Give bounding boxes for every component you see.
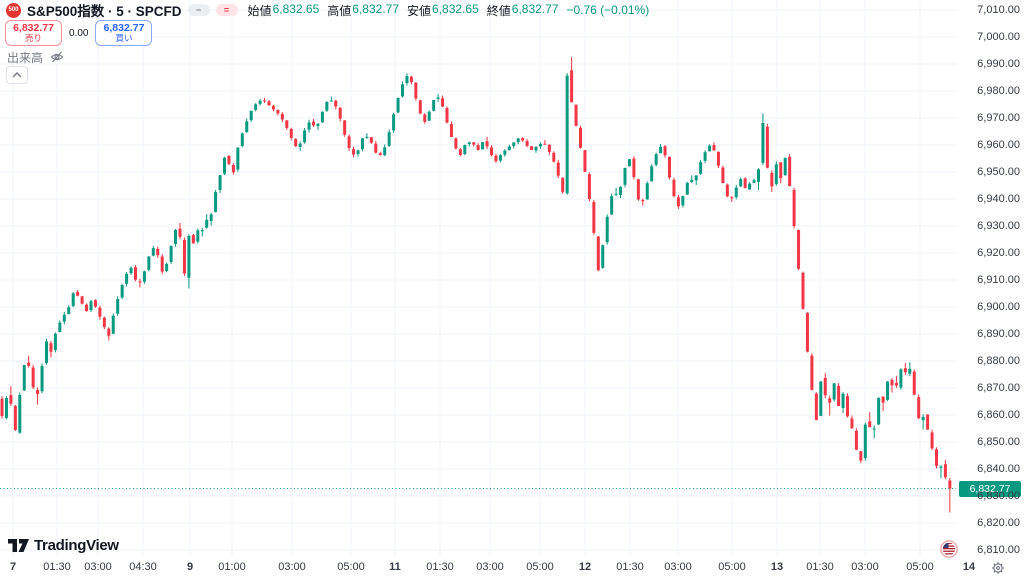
price-axis-label: 6,940.00 <box>977 193 1020 205</box>
collapse-legend-pill[interactable]: − <box>187 4 210 16</box>
time-axis-label: 04:30 <box>129 561 157 573</box>
price-axis-label: 6,990.00 <box>977 58 1020 70</box>
time-axis-label: 05:00 <box>718 561 746 573</box>
time-axis-label: 01:00 <box>218 561 246 573</box>
collapse-legend-button[interactable] <box>6 66 28 84</box>
price-axis-label: 6,850.00 <box>977 436 1020 448</box>
open-value: 6,832.65 <box>272 1 320 16</box>
time-axis-label: 05:00 <box>906 561 934 573</box>
bar-change-pill[interactable]: = <box>215 4 238 16</box>
us-market-flag-icon[interactable] <box>940 540 958 558</box>
low-value: 6,832.65 <box>432 1 479 16</box>
price-axis-label: 6,930.00 <box>977 220 1020 232</box>
price-axis-label: 6,840.00 <box>977 463 1020 475</box>
price-axis-label: 6,830.00 <box>977 490 1020 502</box>
price-axis-label: 6,910.00 <box>977 274 1020 286</box>
price-axis-label: 6,900.00 <box>977 301 1020 313</box>
price-axis-label: 6,960.00 <box>977 139 1020 151</box>
symbol-header: 500 S&P500指数 · 5 · SPCFD − = 始値 6,832.65 … <box>6 2 650 19</box>
price-axis-label: 7,010.00 <box>977 4 1020 16</box>
sell-label: 売り <box>24 33 42 44</box>
sell-button[interactable]: 6,832.77 売り <box>5 20 62 46</box>
change-value: −0.76 (−0.01%) <box>566 3 650 17</box>
time-axis-day-label: 14 <box>962 561 976 573</box>
time-axis-day-label: 11 <box>389 561 401 573</box>
tradingview-brand-text: TradingView <box>34 537 119 554</box>
symbol-title[interactable]: S&P500指数 · 5 · SPCFD <box>27 4 182 19</box>
time-axis-day-label: 12 <box>578 561 592 573</box>
price-axis-label: 6,950.00 <box>977 166 1020 178</box>
time-axis-label: 01:30 <box>806 561 834 573</box>
time-axis-label: 01:30 <box>426 561 454 573</box>
trade-buttons: 6,832.77 売り 0.00 6,832.77 買い <box>5 20 153 46</box>
high-label: 高値 <box>327 3 352 18</box>
buy-label: 買い <box>115 33 133 44</box>
candlestick-chart[interactable] <box>0 0 958 556</box>
price-axis[interactable]: 6,832.77 7,010.00 7,000.00 6,990.00 6,980.0… <box>958 0 1024 556</box>
grid-lines <box>0 0 956 556</box>
high-value: 6,832.77 <box>352 1 400 16</box>
time-axis-label: 03:00 <box>476 561 504 573</box>
volume-legend: 出来高 <box>7 50 64 65</box>
eye-slash-icon[interactable] <box>50 51 64 63</box>
low-label: 安値 <box>407 3 432 18</box>
volume-label: 出来高 <box>7 50 44 65</box>
buy-price: 6,832.77 <box>103 22 145 35</box>
price-axis-label: 6,920.00 <box>977 247 1020 259</box>
open-label: 始値 <box>247 3 272 18</box>
candles <box>0 57 952 513</box>
time-axis-day-label: 7 <box>9 561 17 573</box>
close-label: 終値 <box>486 3 511 18</box>
price-axis-label: 6,820.00 <box>977 517 1020 529</box>
ohlc-values: 始値 6,832.65 高値 6,832.77 安値 6,832.65 終値 6,832… <box>248 2 650 19</box>
time-axis[interactable]: 7 01:30 03:00 04:30 9 01:00 03:00 05:00 11 01:30 0… <box>0 556 1024 578</box>
current-price-badge: 6,832.77 <box>959 480 1021 497</box>
price-axis-label: 7,000.00 <box>977 31 1020 43</box>
time-axis-label: 03:00 <box>278 561 306 573</box>
price-axis-label: 6,810.00 <box>977 544 1020 556</box>
price-axis-label: 6,970.00 <box>977 112 1020 124</box>
time-axis-label: 03:00 <box>851 561 879 573</box>
time-axis-label: 05:00 <box>526 561 554 573</box>
price-axis-label: 6,860.00 <box>977 409 1020 421</box>
symbol-logo-icon: 500 <box>6 2 21 18</box>
price-axis-label: 6,880.00 <box>977 355 1020 367</box>
gear-icon[interactable] <box>991 561 1005 575</box>
time-axis-label: 01:30 <box>616 561 644 573</box>
time-axis-label: 03:00 <box>84 561 112 573</box>
time-axis-label: 03:00 <box>664 561 692 573</box>
time-axis-label: 01:30 <box>43 561 71 573</box>
sell-price: 6,832.77 <box>13 22 54 35</box>
spread-value: 0.00 <box>69 27 89 39</box>
chevron-up-icon <box>12 72 22 78</box>
price-axis-label: 6,980.00 <box>977 85 1020 97</box>
time-axis-label: 05:00 <box>337 561 365 573</box>
buy-button[interactable]: 6,832.77 買い <box>95 20 153 46</box>
tradingview-logo-icon <box>8 539 29 552</box>
time-axis-day-label: 13 <box>770 561 784 573</box>
close-value: 6,832.77 <box>511 1 559 16</box>
time-axis-day-label: 9 <box>186 561 194 573</box>
price-axis-label: 6,870.00 <box>977 382 1020 394</box>
price-axis-label: 6,890.00 <box>977 328 1020 340</box>
tradingview-logo[interactable]: TradingView <box>8 537 119 554</box>
